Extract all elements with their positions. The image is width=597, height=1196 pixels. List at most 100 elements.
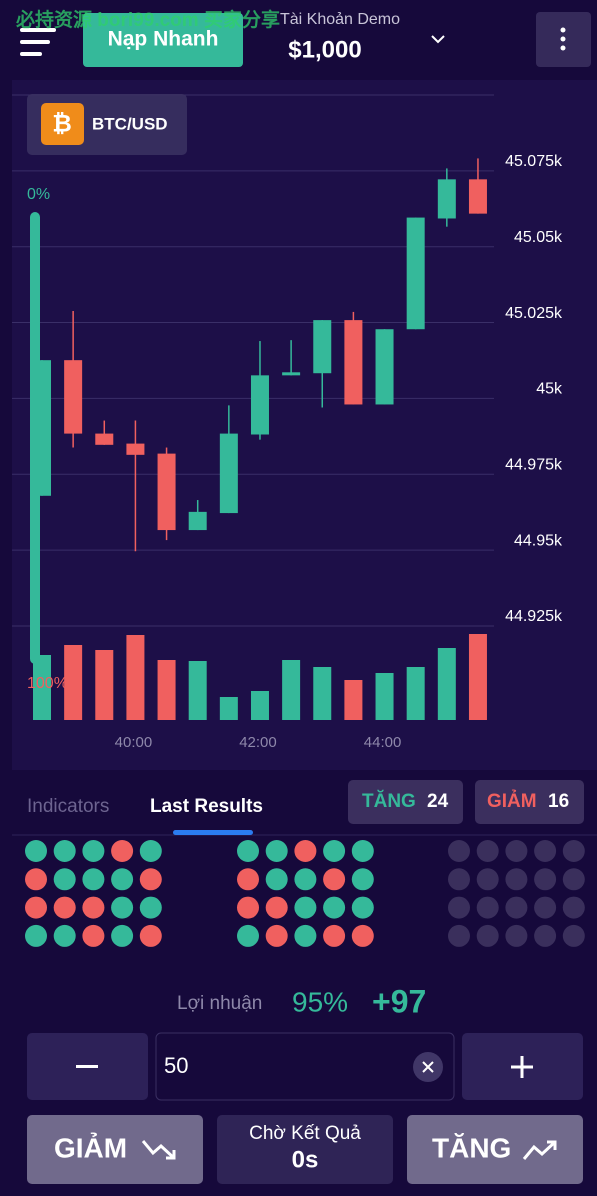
- volume-bar: [437, 648, 456, 720]
- amount-input[interactable]: [155, 1032, 455, 1101]
- candle-body: [406, 217, 425, 330]
- result-dot: [139, 924, 162, 947]
- y-tick-label: 45k: [536, 381, 563, 398]
- volume-bar: [282, 660, 301, 720]
- y-tick-label: 45.075k: [505, 153, 563, 170]
- menu-button[interactable]: [20, 28, 56, 56]
- result-dot: [82, 868, 105, 891]
- result-dot: [237, 868, 259, 891]
- tab-active[interactable]: Last Results: [150, 796, 263, 817]
- dot-icon: [560, 27, 566, 33]
- result-dot: [476, 896, 499, 919]
- account-type: Tài Khoản Demo: [280, 11, 400, 28]
- candle-body: [126, 443, 145, 455]
- candle-body: [344, 320, 363, 405]
- y-tick-label: 44.95k: [514, 532, 563, 549]
- result-dot: [25, 868, 47, 891]
- down-label: GIẢM: [54, 1131, 127, 1163]
- tab[interactable]: Indicators: [27, 796, 109, 817]
- result-dot: [53, 924, 76, 947]
- result-dot: [111, 868, 134, 891]
- down-count: 16: [548, 791, 569, 812]
- result-dot: [505, 924, 528, 947]
- result-dot: [534, 896, 557, 919]
- result-dot: [448, 924, 470, 947]
- candle-body: [64, 360, 83, 434]
- candle-body: [437, 179, 456, 219]
- candle-body: [95, 433, 114, 445]
- candle-body: [468, 179, 487, 214]
- amount: 50: [164, 1053, 188, 1078]
- candle-body: [188, 511, 207, 531]
- volume-bar: [250, 691, 269, 720]
- up-icon: [522, 1140, 557, 1160]
- result-dot: [448, 868, 470, 891]
- result-dot: [562, 840, 585, 862]
- clear-icon: [422, 1061, 434, 1073]
- menu-line: [20, 40, 50, 44]
- profit-percent: 95%: [292, 986, 348, 1017]
- volume-bar: [313, 667, 332, 720]
- dot-icon: [560, 36, 566, 42]
- down-count-box: [475, 780, 584, 824]
- result-dot: [265, 924, 288, 947]
- result-dot: [53, 896, 76, 919]
- down-button[interactable]: [27, 1115, 203, 1184]
- result-dot: [323, 840, 346, 862]
- meter-top: 0%: [27, 186, 50, 203]
- result-dot: [476, 924, 499, 947]
- result-dot: [237, 840, 259, 862]
- volume-bar: [375, 673, 394, 720]
- up-count-box: [348, 780, 463, 824]
- result-dot: [294, 868, 317, 891]
- result-dot: [111, 896, 134, 919]
- y-tick-label: 45.025k: [505, 305, 563, 322]
- btc-glyph: ₿: [52, 110, 72, 137]
- result-dot: [82, 924, 105, 947]
- volume-bar: [344, 680, 363, 720]
- result-dot: [505, 868, 528, 891]
- candle-body: [250, 375, 269, 435]
- account-dropdown[interactable]: [431, 35, 445, 44]
- volume-bar: [188, 661, 207, 720]
- up-count-label: TĂNG: [362, 790, 416, 812]
- minus-icon: [76, 1065, 98, 1068]
- y-tick-label: 44.925k: [505, 608, 563, 625]
- result-dot: [562, 924, 585, 947]
- result-dot: [505, 896, 528, 919]
- result-dot: [265, 896, 288, 919]
- result-dot: [505, 840, 528, 862]
- result-dot: [25, 896, 47, 919]
- result-dot: [139, 896, 162, 919]
- result-dot: [265, 868, 288, 891]
- result-dot: [351, 840, 374, 862]
- plus-icon: [511, 1056, 533, 1078]
- volume-bar: [468, 634, 487, 720]
- wait-box: [217, 1115, 393, 1184]
- x-tick-label: 40:00: [115, 734, 153, 751]
- menu-line: [20, 52, 42, 56]
- volume-bar: [64, 645, 83, 720]
- up-button[interactable]: [407, 1115, 583, 1184]
- volume-bar: [406, 667, 425, 720]
- result-dot: [53, 868, 76, 891]
- result-dot: [25, 924, 47, 947]
- result-dot: [351, 924, 374, 947]
- result-dot: [294, 840, 317, 862]
- result-dot: [111, 924, 134, 947]
- result-dot: [237, 924, 259, 947]
- result-dot: [351, 896, 374, 919]
- x-tick-label: 44:00: [364, 734, 402, 751]
- deposit-button[interactable]: [83, 13, 243, 67]
- result-dot: [139, 840, 162, 862]
- tab-indicator: [173, 830, 253, 835]
- result-dot: [25, 840, 47, 862]
- result-dot: [476, 840, 499, 862]
- y-tick-label: 45.05k: [514, 229, 563, 246]
- candle-body: [219, 433, 238, 514]
- result-dot: [448, 896, 470, 919]
- x-tick-label: 42:00: [239, 734, 277, 751]
- volume-bar: [157, 660, 176, 720]
